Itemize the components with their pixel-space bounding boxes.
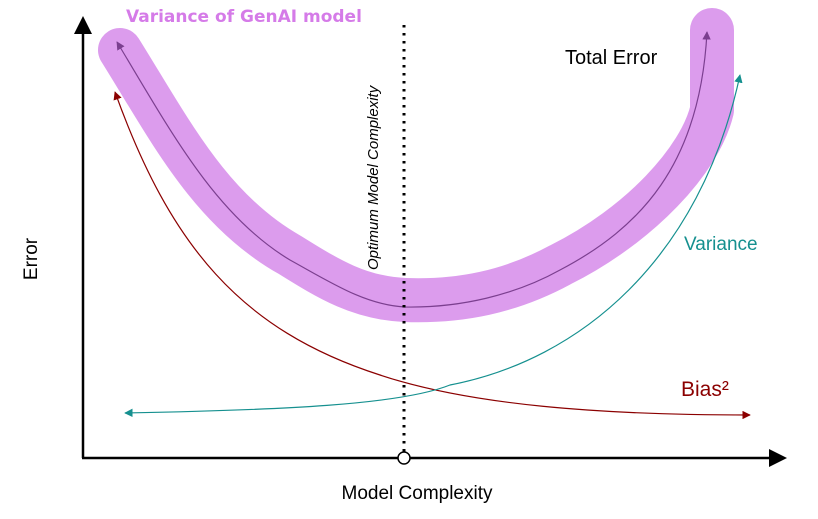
variance-label: Variance bbox=[684, 234, 758, 255]
bias-curve bbox=[113, 91, 751, 420]
y-axis-label: Error bbox=[21, 237, 42, 280]
variance-band bbox=[98, 8, 734, 323]
y-axis-arrowhead bbox=[74, 16, 92, 34]
optimum-point-marker bbox=[397, 451, 411, 465]
x-axis-label: Model Complexity bbox=[342, 483, 493, 504]
band-label: Variance of GenAI model bbox=[126, 7, 362, 27]
optimum-label: Optimum Model Complexity bbox=[365, 84, 382, 270]
total-error-label: Total Error bbox=[565, 47, 658, 69]
bias-label: Bias² bbox=[681, 378, 729, 401]
x-axis-arrowhead bbox=[769, 449, 787, 467]
variance-curve bbox=[124, 74, 743, 418]
